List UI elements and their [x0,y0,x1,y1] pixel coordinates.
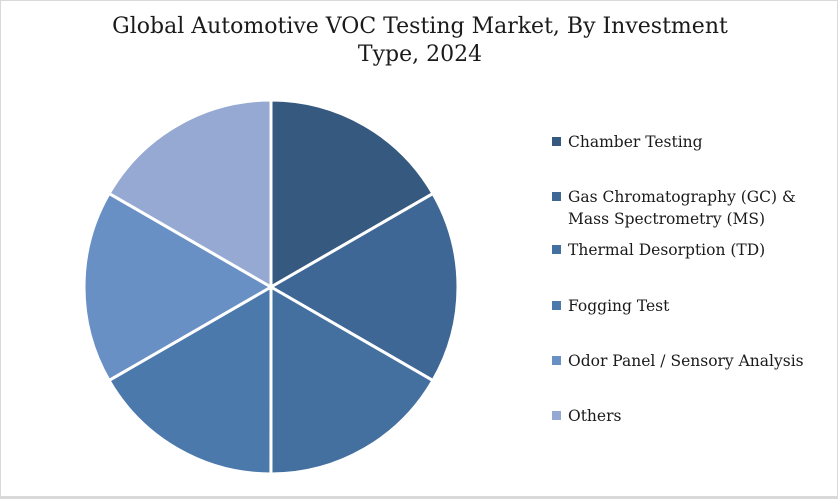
chart-title: Global Automotive VOC Testing Market, By… [1,13,837,69]
pie-slice-chamber-testing [269,98,435,289]
chart-title-line-1: Global Automotive VOC Testing Market, By… [112,14,728,39]
pie-slice-thermal-desorption-td [269,285,435,476]
chart-title-line-2: Type, 2024 [357,42,483,67]
pie-slice-others [107,98,273,289]
pie-slice-fogging-test [107,285,273,476]
pie-slice-gas-chromatography-gc-mass-spectrometry-ms [269,192,460,383]
pie-slice-odor-panel-sensory-analysis [82,191,273,382]
